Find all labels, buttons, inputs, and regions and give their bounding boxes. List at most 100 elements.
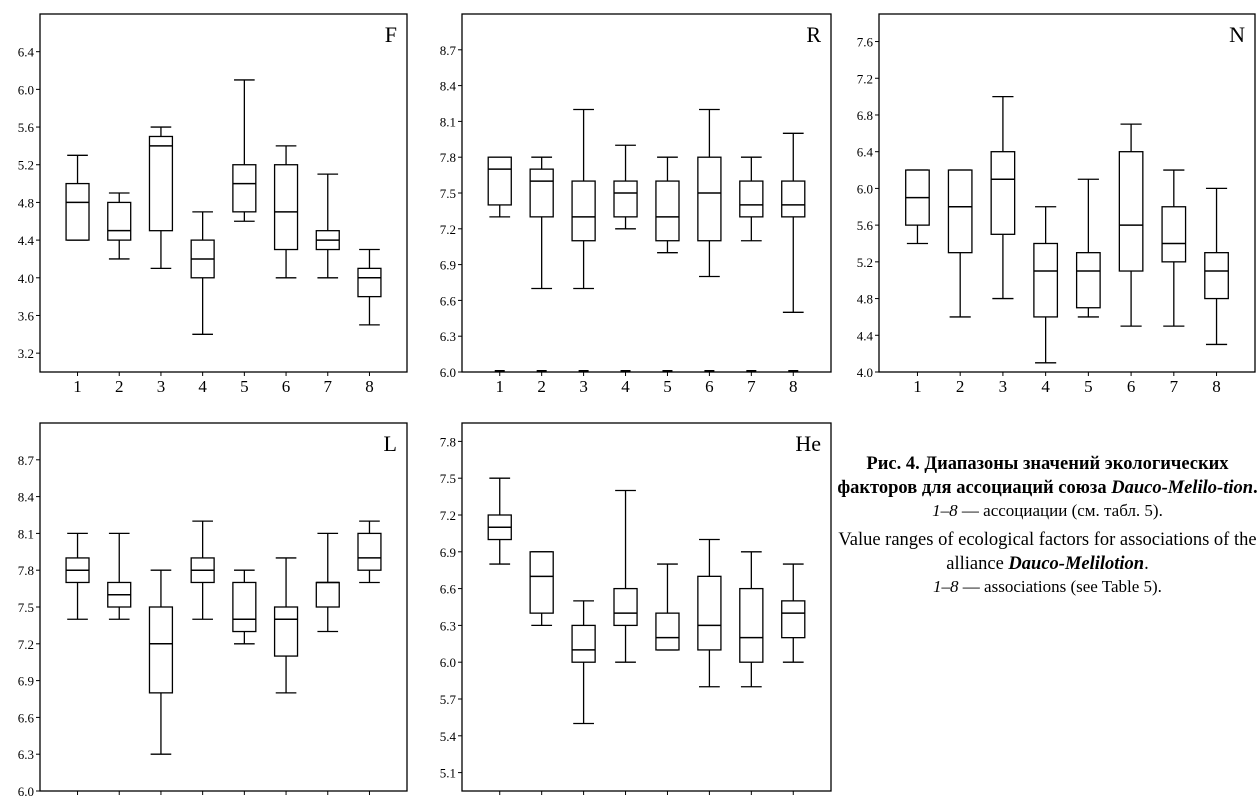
box bbox=[148, 135, 174, 232]
boxplot-4 bbox=[1033, 206, 1059, 364]
y-tick-label: 5.6 bbox=[18, 120, 35, 135]
y-tick-label: 5.2 bbox=[857, 255, 873, 270]
boxplot-6 bbox=[697, 108, 722, 278]
boxplot-1 bbox=[487, 156, 512, 218]
panel-label: R bbox=[806, 22, 821, 47]
chart-panel-he: He 5.1 5.4 5.7 6.0 6.3 6.6 6.9 7.2 7.5 7.8 1 2 3 4 5 6 7 8 bbox=[440, 422, 832, 799]
y-tick-label: 6.6 bbox=[18, 710, 35, 725]
y-tick-label: 4.0 bbox=[857, 365, 873, 380]
box bbox=[613, 180, 638, 218]
box bbox=[739, 180, 764, 218]
x-tick-label: 1 bbox=[913, 377, 922, 396]
y-tick-label: 7.2 bbox=[857, 71, 873, 86]
box bbox=[1161, 206, 1187, 263]
y-tick-label: 7.2 bbox=[440, 508, 456, 523]
box bbox=[947, 169, 973, 254]
boxplot-6 bbox=[273, 557, 299, 694]
box bbox=[487, 156, 512, 206]
x-tick-label: 4 bbox=[621, 377, 630, 396]
y-tick-label: 6.9 bbox=[440, 545, 456, 560]
x-tick-label: 5 bbox=[663, 377, 672, 396]
boxplot-7 bbox=[315, 532, 340, 633]
boxplot-8 bbox=[781, 132, 806, 313]
box bbox=[357, 532, 382, 571]
y-tick-label: 8.4 bbox=[18, 490, 35, 505]
x-tick-label: 1 bbox=[495, 377, 504, 396]
boxplot-6 bbox=[697, 538, 722, 688]
box bbox=[357, 267, 382, 298]
figure-caption: Рис. 4. Диапазоны значений экологических… bbox=[836, 452, 1259, 598]
y-tick-label: 5.2 bbox=[18, 158, 34, 173]
panel-label: F bbox=[385, 22, 397, 47]
y-tick-label: 4.4 bbox=[18, 233, 35, 248]
y-tick-label: 6.0 bbox=[857, 181, 873, 196]
y-tick-label: 7.5 bbox=[440, 186, 456, 201]
y-tick-label: 6.0 bbox=[440, 655, 456, 670]
plot-frame bbox=[461, 13, 832, 373]
box bbox=[613, 587, 638, 627]
y-tick-label: 7.8 bbox=[18, 563, 34, 578]
boxplot-8 bbox=[1204, 187, 1229, 346]
box bbox=[571, 180, 596, 242]
y-tick-label: 6.4 bbox=[857, 145, 874, 160]
plot-frame bbox=[39, 13, 408, 373]
boxplot-5 bbox=[232, 79, 257, 222]
y-tick-label: 8.7 bbox=[18, 453, 35, 468]
box bbox=[655, 612, 680, 651]
x-tick-label: 2 bbox=[115, 796, 124, 799]
y-tick-label: 6.0 bbox=[18, 784, 34, 799]
y-tick-label: 5.6 bbox=[857, 218, 874, 233]
x-tick-label: 3 bbox=[579, 377, 588, 396]
x-tick-label: 7 bbox=[1170, 377, 1179, 396]
y-tick-label: 7.5 bbox=[18, 600, 34, 615]
boxplot-4 bbox=[190, 520, 215, 620]
y-tick-label: 6.4 bbox=[18, 45, 35, 60]
boxplot-8 bbox=[781, 563, 806, 663]
x-tick-label: 6 bbox=[705, 377, 714, 396]
y-tick-label: 3.2 bbox=[18, 346, 34, 361]
box bbox=[315, 581, 340, 608]
boxplot-5 bbox=[232, 569, 257, 645]
boxplot-5 bbox=[655, 156, 680, 254]
x-tick-label: 8 bbox=[365, 796, 374, 799]
x-tick-label: 2 bbox=[115, 377, 124, 396]
chart-panel-n: N 4.0 4.4 4.8 5.2 5.6 6.0 6.4 6.8 7.2 7.6 1 2 3 4 5 6 7 8 bbox=[857, 13, 1256, 396]
boxplot-7 bbox=[1161, 169, 1187, 327]
boxplot-8 bbox=[357, 248, 382, 326]
x-tick-label: 1 bbox=[73, 796, 82, 799]
y-tick-label: 6.0 bbox=[18, 82, 34, 97]
boxplot-3 bbox=[990, 95, 1016, 300]
x-tick-label: 2 bbox=[537, 796, 546, 799]
box bbox=[529, 551, 554, 614]
boxplot-4 bbox=[613, 144, 638, 230]
boxplot-3 bbox=[148, 569, 174, 755]
x-tick-label: 4 bbox=[1041, 377, 1050, 396]
boxplot-2 bbox=[529, 551, 554, 627]
x-tick-label: 5 bbox=[240, 377, 249, 396]
boxplot-4 bbox=[190, 211, 215, 335]
box bbox=[529, 168, 554, 218]
boxplot-2 bbox=[107, 192, 132, 260]
box bbox=[273, 606, 299, 657]
box bbox=[697, 575, 722, 651]
panel-label: He bbox=[795, 431, 821, 456]
boxplot-7 bbox=[315, 173, 340, 279]
x-tick-label: 5 bbox=[240, 796, 249, 799]
y-tick-label: 8.1 bbox=[18, 526, 34, 541]
x-tick-label: 8 bbox=[1212, 377, 1221, 396]
chart-panel-r: R 6.0 6.3 6.6 6.9 7.2 7.5 7.8 8.1 8.4 8.7 1 2 3 4 5 6 7 8 bbox=[440, 13, 832, 396]
x-tick-label: 4 bbox=[621, 796, 630, 799]
x-tick-label: 5 bbox=[1084, 377, 1093, 396]
boxplot-3 bbox=[148, 126, 174, 270]
x-tick-label: 7 bbox=[324, 377, 333, 396]
caption-ru-title: Рис. 4. Диапазоны значений экологических… bbox=[837, 454, 1258, 498]
boxplot-1 bbox=[487, 477, 512, 565]
y-tick-label: 4.4 bbox=[857, 328, 874, 343]
box bbox=[990, 151, 1016, 235]
box bbox=[655, 180, 680, 242]
box bbox=[781, 600, 806, 639]
y-tick-label: 6.8 bbox=[857, 108, 873, 123]
panel-label: L bbox=[384, 431, 397, 456]
x-tick-label: 4 bbox=[198, 796, 207, 799]
boxplot-5 bbox=[1075, 178, 1101, 318]
